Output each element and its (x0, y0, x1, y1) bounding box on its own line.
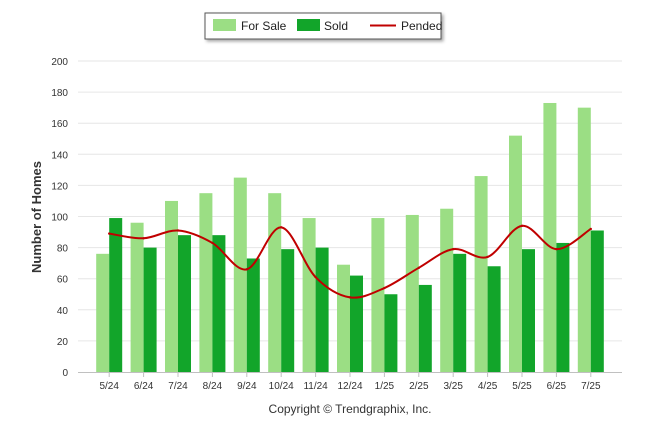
for-sale-bar (337, 264, 350, 372)
x-tick-label: 3/25 (443, 381, 463, 392)
pended-point (486, 255, 489, 259)
x-tick-label: 11/24 (303, 381, 328, 392)
y-tick-label: 60 (57, 275, 69, 286)
for-sale-bar (302, 218, 316, 372)
sold-bar (178, 235, 191, 372)
for-sale-bar (543, 102, 557, 373)
y-tick-label: 160 (51, 119, 68, 130)
sold-bar (212, 235, 226, 372)
sold-bar (384, 294, 398, 372)
pended-line-layer (108, 224, 592, 299)
y-tick-label: 20 (57, 337, 69, 348)
for-sale-bar (405, 214, 419, 372)
sold-bar (281, 249, 295, 372)
y-tick-label: 40 (57, 306, 69, 317)
y-tick-label: 180 (51, 88, 68, 99)
y-tick-label: 80 (57, 244, 69, 255)
for-sale-bar (199, 193, 213, 372)
for-sale-bar (233, 177, 247, 372)
pended-point (417, 266, 420, 270)
x-tick-label: 1/25 (375, 381, 395, 392)
pended-point (520, 224, 524, 228)
x-tick-label: 9/24 (237, 381, 257, 392)
legend-swatch (213, 19, 236, 31)
sold-bar (453, 253, 467, 372)
sold-bar (109, 218, 123, 372)
for-sale-bar (165, 200, 178, 372)
x-tick-label: 4/25 (478, 381, 498, 392)
x-tick-label: 6/24 (134, 381, 154, 392)
x-tick-label: 8/24 (203, 381, 223, 392)
legend-label: Pended (401, 19, 442, 33)
sold-bar (590, 230, 604, 372)
for-sale-bar (371, 218, 385, 372)
legend-box (204, 12, 442, 40)
y-tick-label: 100 (51, 213, 68, 224)
for-sale-bar (474, 176, 488, 372)
for-sale-bar (577, 107, 591, 373)
copyright-text: Copyright © Trendgraphix, Inc. (269, 402, 432, 416)
x-tick-label: 12/24 (337, 381, 362, 392)
pended-point (555, 247, 558, 251)
x-tick-label: 6/25 (547, 381, 567, 392)
pended-point (176, 229, 180, 232)
sold-bar (556, 242, 570, 372)
x-axis: 5/24 6/24 7/24 8/24 9/24 10/24 11/24 12/24 1/25 2… (78, 372, 622, 392)
y-tick-label: 120 (51, 181, 68, 192)
x-tick-label: 5/24 (99, 381, 119, 392)
legend-label: For Sale (241, 19, 287, 33)
pended-point (348, 296, 352, 299)
pended-point (452, 247, 455, 251)
sold-bar (143, 247, 157, 372)
legend-swatch (297, 19, 320, 31)
x-tick-label: 7/25 (581, 381, 601, 392)
for-sale-bar (268, 193, 282, 372)
pended-point (314, 275, 317, 279)
y-tick-label: 140 (51, 150, 68, 161)
sold-bar (487, 266, 501, 372)
sold-bar (522, 249, 535, 372)
y-axis: 0 20 40 60 80 100 120 140 160 180 200 (51, 57, 68, 379)
x-tick-label: 5/25 (512, 381, 532, 392)
y-tick-label: 0 (62, 368, 68, 379)
x-tick-label: 10/24 (269, 381, 294, 392)
for-sale-bar (509, 135, 522, 372)
for-sale-bar (96, 253, 110, 372)
legend: For Sale Sold Pended (204, 12, 442, 40)
pended-point (589, 227, 592, 231)
y-axis-label: Number of Homes (29, 161, 44, 273)
sold-bar (418, 284, 432, 372)
for-sale-bar (130, 222, 144, 372)
sold-bar (246, 258, 260, 372)
sold-bar (350, 275, 363, 372)
pended-point (383, 286, 386, 290)
y-tick-label: 200 (51, 57, 68, 68)
x-tick-label: 7/24 (168, 381, 188, 392)
pended-point (280, 226, 283, 229)
pended-point (211, 241, 214, 245)
x-tick-label: 2/25 (409, 381, 429, 392)
bars (96, 102, 604, 373)
legend-label: Sold (324, 19, 348, 33)
for-sale-bar (440, 208, 454, 372)
sold-bar (315, 247, 329, 372)
pended-point (142, 237, 145, 240)
pended-point (108, 232, 111, 235)
pended-point (245, 268, 248, 271)
